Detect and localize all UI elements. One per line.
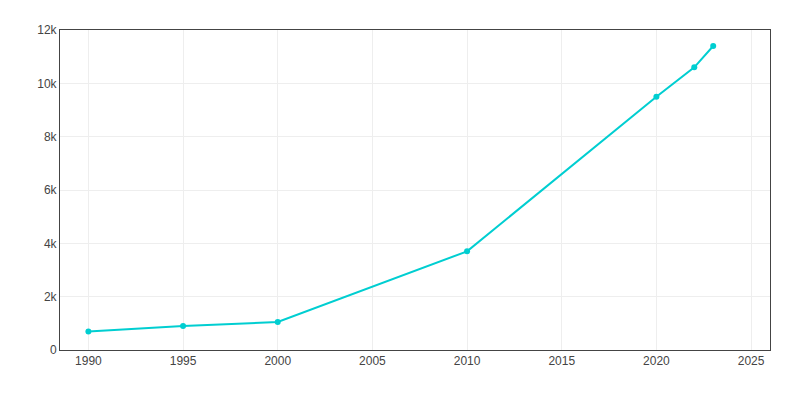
svg-text:2025: 2025 [738, 354, 765, 368]
svg-text:2010: 2010 [454, 354, 481, 368]
svg-text:2005: 2005 [359, 354, 386, 368]
svg-text:2000: 2000 [264, 354, 291, 368]
svg-text:6k: 6k [44, 183, 58, 197]
svg-text:2015: 2015 [548, 354, 575, 368]
svg-text:1995: 1995 [170, 354, 197, 368]
svg-text:12k: 12k [37, 23, 57, 37]
svg-text:2k: 2k [44, 290, 58, 304]
svg-text:10k: 10k [37, 77, 57, 91]
svg-text:4k: 4k [44, 237, 58, 251]
svg-text:8k: 8k [44, 130, 58, 144]
svg-text:1990: 1990 [75, 354, 102, 368]
svg-text:2020: 2020 [643, 354, 670, 368]
svg-text:0: 0 [50, 343, 57, 357]
